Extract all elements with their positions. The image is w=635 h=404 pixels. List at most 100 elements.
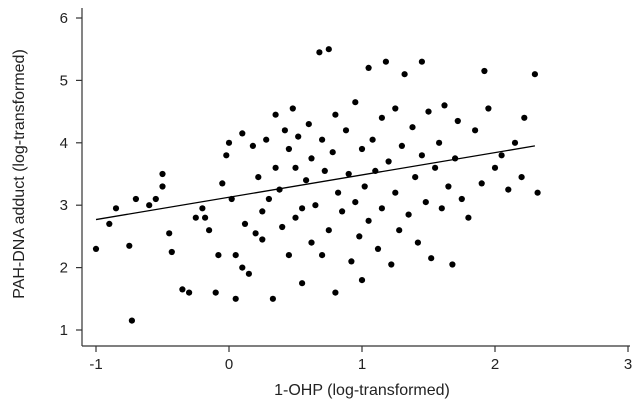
- y-tick-label: 3: [60, 197, 68, 214]
- trend-line: [95, 145, 536, 221]
- data-point: [192, 214, 199, 221]
- data-point: [232, 295, 239, 302]
- data-point: [239, 130, 246, 137]
- data-point: [272, 111, 279, 118]
- data-point: [241, 220, 249, 227]
- data-point: [356, 233, 363, 240]
- data-point: [534, 189, 541, 196]
- data-point: [418, 58, 425, 65]
- data-point: [292, 164, 299, 171]
- data-point: [303, 177, 310, 184]
- data-point: [272, 164, 279, 171]
- data-point: [481, 67, 488, 75]
- data-point: [316, 49, 323, 56]
- data-point: [329, 149, 336, 156]
- data-point: [295, 133, 302, 140]
- data-point: [212, 289, 219, 296]
- data-point: [472, 127, 479, 134]
- data-point: [168, 248, 175, 256]
- data-point: [312, 202, 319, 209]
- data-point: [279, 223, 286, 231]
- data-points: [92, 46, 541, 324]
- y-tick-label: 2: [60, 260, 68, 277]
- data-point: [255, 174, 262, 181]
- data-point: [239, 264, 246, 271]
- data-point: [441, 102, 448, 109]
- data-point: [299, 280, 306, 287]
- data-point: [215, 252, 222, 259]
- data-point: [299, 205, 306, 212]
- data-point: [398, 142, 405, 149]
- data-point: [112, 205, 120, 212]
- data-point: [232, 252, 239, 259]
- data-point: [308, 239, 315, 246]
- data-point: [265, 195, 272, 203]
- data-point: [409, 124, 416, 131]
- x-tick-label: 2: [491, 356, 499, 373]
- data-point: [206, 227, 213, 234]
- data-point: [179, 286, 186, 293]
- data-point: [259, 208, 266, 215]
- data-point: [219, 180, 226, 187]
- x-tick-label: 3: [624, 356, 632, 373]
- data-point: [428, 255, 435, 262]
- data-point: [358, 145, 366, 153]
- data-point: [436, 139, 443, 146]
- data-point: [305, 121, 312, 128]
- data-point: [491, 164, 499, 171]
- data-point: [319, 252, 326, 259]
- data-point: [432, 164, 439, 171]
- data-point: [289, 105, 296, 112]
- data-point: [332, 111, 339, 118]
- data-point: [249, 142, 256, 149]
- data-point: [202, 214, 209, 221]
- data-point: [414, 239, 421, 246]
- data-point: [285, 252, 292, 259]
- data-point: [259, 236, 266, 243]
- data-point: [159, 170, 166, 178]
- data-point: [335, 189, 342, 196]
- axes: -1 0 1 2 3 1 2 3 4 5 6: [60, 8, 632, 373]
- data-point: [382, 58, 389, 65]
- data-point: [285, 145, 292, 153]
- data-point: [269, 295, 276, 302]
- data-point: [396, 227, 403, 234]
- data-point: [422, 199, 429, 206]
- data-point: [518, 174, 525, 181]
- data-point: [152, 195, 159, 203]
- data-point: [365, 64, 372, 71]
- data-point: [319, 136, 326, 143]
- trend-line-group: [95, 145, 536, 221]
- data-point: [332, 289, 339, 296]
- data-point: [339, 208, 346, 215]
- data-point: [348, 258, 355, 265]
- data-point: [478, 180, 485, 187]
- data-point: [511, 139, 519, 146]
- data-point: [449, 261, 456, 268]
- y-tick-label: 6: [60, 10, 68, 27]
- data-point: [146, 202, 153, 209]
- data-point: [252, 230, 259, 237]
- data-point: [281, 127, 288, 134]
- data-point: [342, 127, 350, 134]
- data-point: [345, 170, 352, 178]
- data-point: [412, 174, 419, 181]
- data-point: [128, 317, 135, 324]
- data-point: [308, 155, 315, 162]
- y-tick-label: 4: [60, 135, 68, 152]
- data-point: [505, 186, 512, 193]
- data-point: [445, 183, 452, 190]
- data-point: [392, 105, 399, 112]
- data-point: [106, 220, 113, 227]
- data-point: [132, 195, 139, 203]
- data-point: [425, 108, 432, 115]
- data-point: [365, 217, 372, 224]
- y-axis-title: PAH-DNA adduct (log-transformed): [11, 49, 28, 299]
- data-point: [405, 211, 412, 218]
- data-point: [401, 71, 408, 78]
- data-point: [438, 205, 445, 212]
- data-point: [159, 183, 166, 190]
- data-point: [369, 136, 376, 143]
- x-tick-label: -1: [89, 356, 102, 373]
